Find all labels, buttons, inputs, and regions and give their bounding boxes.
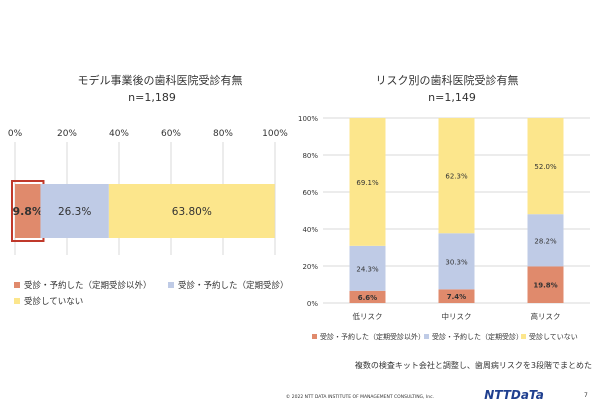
x-tick-label: 60% (161, 129, 181, 139)
column-data-label: 28.2% (534, 237, 557, 245)
column-data-label: 52.0% (534, 163, 557, 171)
legend-swatch-none (521, 334, 526, 339)
right-chart-subtitle: n=1,149 (428, 91, 476, 104)
category-label: 高リスク (531, 311, 561, 321)
bar-segment (15, 184, 41, 238)
column-data-label: 62.3% (445, 173, 468, 181)
legend-swatch-outside-checkup (312, 334, 317, 339)
bar-segment (108, 184, 275, 238)
y-tick-label: 40% (302, 226, 318, 234)
x-tick-label: 0% (8, 129, 23, 139)
column-data-label: 19.8% (533, 282, 557, 290)
x-tick-label: 80% (213, 129, 233, 139)
left-chart-subtitle: n=1,189 (128, 91, 176, 104)
x-tick-label: 100% (262, 129, 288, 139)
legend-label-none: 受診していない (529, 332, 578, 341)
legend-swatch-checkup (168, 282, 174, 288)
legend-label-outside-checkup: 受診・予約した（定期受診以外） (320, 332, 425, 341)
column-segment (527, 266, 564, 303)
left-chart-title: モデル事業後の歯科医院受診有無 (78, 73, 243, 87)
legend-swatch-checkup (424, 334, 429, 339)
y-tick-label: 0% (307, 300, 318, 308)
category-label: 低リスク (353, 311, 383, 321)
column-data-label: 30.3% (445, 258, 468, 266)
legend-swatch-outside-checkup (14, 282, 20, 288)
legend-label-outside-checkup: 受診・予約した（定期受診以外） (24, 280, 152, 291)
column-data-label: 69.1% (356, 179, 379, 187)
column-data-label: 7.4% (447, 293, 466, 301)
footnote: 複数の検査キット会社と調整し、歯周病リスクを3段階でまとめた (355, 360, 592, 370)
page-number: 7 (584, 392, 588, 399)
right-legend: 受診・予約した（定期受診以外） 受診・予約した（定期受診） 受診していない (312, 332, 578, 341)
column-data-label: 6.6% (358, 294, 377, 302)
right-stacked-column-chart: 0% 20% 40% 60% 80% 100% 6.6% 24.3% 69.1% 低リスク 7.4%… (298, 115, 590, 321)
bar-data-label: 26.3% (58, 206, 91, 218)
legend-label-checkup: 受診・予約した（定期受診） (432, 332, 523, 341)
legend-swatch-none (14, 298, 20, 304)
column-segment (438, 289, 475, 303)
column-segment (438, 233, 475, 290)
nttdata-logo: NTTDaTa (484, 388, 544, 402)
column-segment (527, 214, 564, 267)
y-tick-label: 20% (302, 263, 318, 271)
bar-data-label: 63.80% (172, 206, 212, 218)
y-tick-label: 80% (302, 152, 318, 160)
column-segment (349, 118, 386, 246)
column-segment (527, 118, 564, 215)
legend-label-checkup: 受診・予約した（定期受診） (178, 280, 289, 291)
x-tick-label: 40% (109, 129, 129, 139)
bar-data-label: 9.8% (12, 205, 43, 218)
column-segment (349, 245, 386, 291)
legend-label-none: 受診していない (24, 296, 83, 307)
y-tick-label: 100% (298, 115, 318, 123)
copyright-text: © 2022 NTT DATA INSTITUTE OF MANAGEMENT … (286, 393, 434, 400)
column-segment (349, 290, 386, 303)
bar-segment (40, 184, 109, 238)
right-chart-title: リスク別の歯科医院受診有無 (376, 73, 519, 87)
left-legend: 受診・予約した（定期受診以外） 受診・予約した（定期受診） 受診していない (14, 280, 289, 307)
category-label: 中リスク (442, 311, 472, 321)
y-tick-label: 60% (302, 189, 318, 197)
column-data-label: 24.3% (356, 265, 379, 273)
column-segment (438, 118, 475, 234)
x-tick-label: 20% (57, 129, 77, 139)
left-stacked-bar-chart: 0% 20% 40% 60% 80% 100% 9.8% 26.3% 63.80% (8, 129, 288, 255)
